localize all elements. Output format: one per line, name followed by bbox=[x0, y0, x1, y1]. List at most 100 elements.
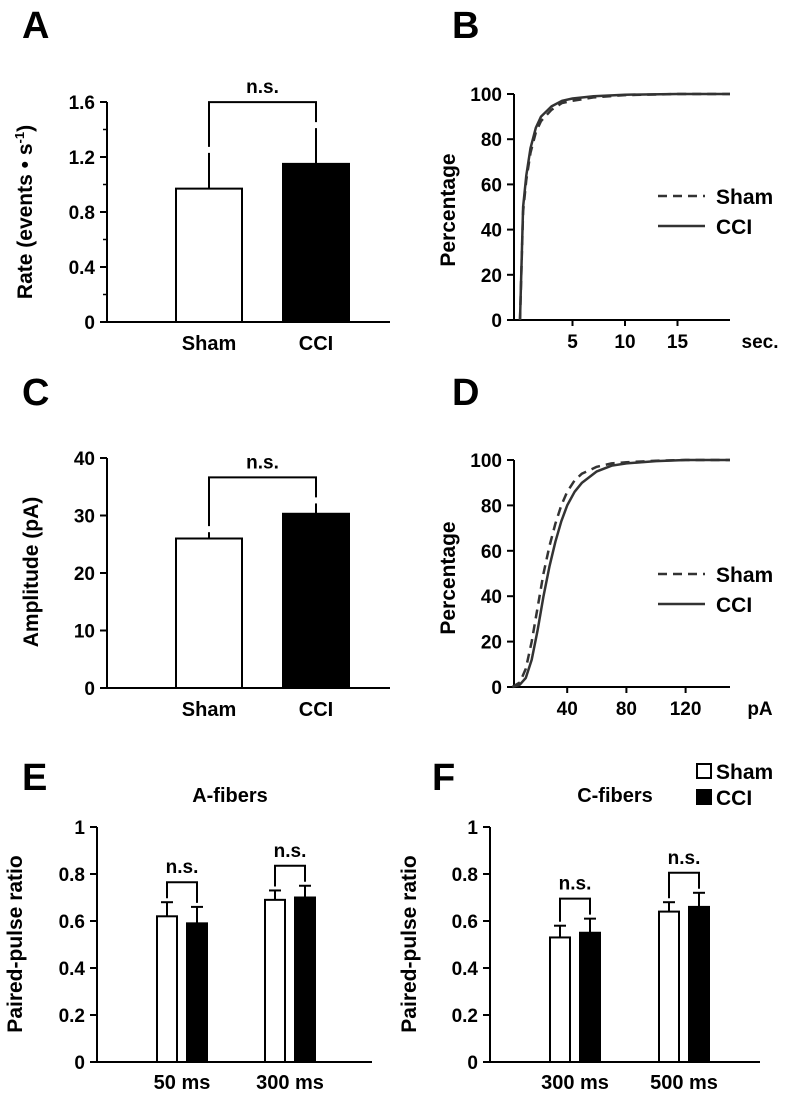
x-unit-label: sec. bbox=[742, 332, 779, 353]
legend-label: Sham bbox=[716, 186, 773, 209]
significance-bracket bbox=[559, 897, 591, 922]
panel-d-amplitude-cumulative-chart: 0 20 40 60 80 100 40 80 120 pA Sham CCI Percentage bbox=[437, 451, 773, 720]
bar-sham bbox=[156, 915, 178, 1063]
y-tick-label: 10 bbox=[74, 622, 95, 643]
panel-b-interval-cumulative-chart: 0 20 40 60 80 100 5 10 15 sec. Sham CCI Percentage bbox=[437, 85, 778, 353]
series-line-cci bbox=[512, 458, 730, 689]
panel-label-f: F bbox=[432, 757, 455, 799]
legend-swatch-cci bbox=[696, 789, 712, 805]
bar-cci bbox=[282, 512, 350, 690]
y-tick-label: 1.2 bbox=[69, 148, 95, 169]
significance-bracket bbox=[208, 476, 317, 527]
bar-sham bbox=[549, 936, 571, 1064]
y-tick-label: 1.6 bbox=[69, 93, 95, 114]
significance-bracket bbox=[208, 101, 317, 147]
y-tick-label: 0 bbox=[74, 1053, 85, 1074]
y-axis-label-close: ) bbox=[14, 125, 37, 132]
panel-c-amplitude-bar-chart: 0 10 20 30 40 Sham CCI n.s. Amplitude (pA) bbox=[20, 449, 390, 721]
x-category-label: 300 ms bbox=[541, 1072, 609, 1094]
panel-label-a: A bbox=[22, 5, 49, 47]
x-category-label: 50 ms bbox=[154, 1072, 211, 1094]
y-tick-label: 0 bbox=[491, 678, 502, 699]
y-tick-label: 0.4 bbox=[69, 258, 96, 279]
legend-label: Sham bbox=[716, 564, 773, 587]
y-axis-label: Percentage bbox=[437, 153, 460, 266]
y-tick-label: 30 bbox=[74, 507, 95, 528]
significance-bracket bbox=[166, 881, 198, 903]
y-tick-label: 0 bbox=[84, 679, 95, 700]
significance-label: n.s. bbox=[274, 841, 307, 862]
significance-label: n.s. bbox=[559, 874, 592, 895]
bar-sham bbox=[175, 187, 243, 323]
y-axis-label-main: Rate (events • s bbox=[14, 143, 37, 299]
panel-f-c-fibers-chart: 0 0.2 0.4 0.6 0.8 1 C-fibers n.s. 300 ms n.s. 500 … bbox=[398, 761, 773, 1094]
y-tick-label: 100 bbox=[470, 451, 502, 472]
y-tick-label: 40 bbox=[74, 449, 95, 470]
bar-sham bbox=[264, 898, 286, 1063]
x-tick-label: 40 bbox=[557, 699, 578, 720]
y-tick-label: 100 bbox=[470, 85, 502, 106]
x-category-label: Sham bbox=[182, 333, 236, 355]
y-tick-label: 0.2 bbox=[59, 1006, 85, 1027]
series-line-sham bbox=[511, 458, 730, 689]
bar-cci bbox=[186, 922, 208, 1063]
y-tick-label: 0.6 bbox=[59, 912, 85, 933]
y-tick-label: 20 bbox=[481, 633, 502, 654]
bar-cci bbox=[579, 931, 601, 1063]
y-tick-label: 0 bbox=[467, 1053, 478, 1074]
chart-title: A-fibers bbox=[192, 785, 268, 807]
y-tick-label: 40 bbox=[481, 587, 502, 608]
panel-a-rate-bar-chart: 0 0.4 0.8 1.2 1.6 Sham CCI n.s. Rate (events • s… bbox=[12, 77, 390, 355]
y-tick-label: 0.8 bbox=[452, 865, 478, 886]
y-tick-label: 20 bbox=[481, 266, 502, 287]
y-tick-label: 40 bbox=[481, 221, 502, 242]
legend-label: CCI bbox=[716, 216, 752, 239]
legend-swatch-sham bbox=[696, 763, 712, 779]
panel-e-a-fibers-chart: 0 0.2 0.4 0.6 0.8 1 A-fibers n.s. 50 ms n.s. 300 m… bbox=[4, 785, 372, 1094]
bar-cci bbox=[282, 162, 350, 323]
x-tick-label: 5 bbox=[567, 332, 578, 353]
y-axis-label: Paired-pulse ratio bbox=[398, 855, 421, 1032]
y-tick-label: 80 bbox=[481, 130, 502, 151]
significance-bracket bbox=[274, 864, 306, 887]
y-axis-label-superscript: -1 bbox=[12, 132, 27, 144]
panel-label-e: E bbox=[22, 757, 47, 799]
x-unit-label: pA bbox=[747, 699, 773, 720]
y-tick-label: 60 bbox=[481, 175, 502, 196]
y-tick-label: 0.4 bbox=[452, 959, 479, 980]
significance-label: n.s. bbox=[246, 77, 279, 98]
x-category-label: 500 ms bbox=[650, 1072, 718, 1094]
legend-label: Sham bbox=[716, 761, 773, 784]
significance-bracket bbox=[668, 871, 700, 899]
y-tick-label: 0 bbox=[84, 313, 95, 334]
panel-label-c: C bbox=[22, 372, 49, 414]
x-tick-label: 120 bbox=[670, 699, 702, 720]
significance-label: n.s. bbox=[166, 857, 199, 878]
y-axis-label: Percentage bbox=[437, 521, 460, 634]
x-category-label: CCI bbox=[299, 699, 333, 721]
series-line-sham bbox=[518, 92, 730, 321]
legend-label: CCI bbox=[716, 594, 752, 617]
y-tick-label: 0.8 bbox=[59, 865, 85, 886]
bar-sham bbox=[175, 537, 243, 689]
x-category-label: Sham bbox=[182, 699, 236, 721]
panel-label-b: B bbox=[452, 5, 479, 47]
y-tick-label: 0.8 bbox=[69, 203, 95, 224]
bar-cci bbox=[688, 905, 710, 1064]
significance-label: n.s. bbox=[668, 848, 701, 869]
y-axis-label: Amplitude (pA) bbox=[20, 497, 43, 647]
y-tick-label: 0.4 bbox=[59, 959, 86, 980]
chart-title: C-fibers bbox=[577, 785, 653, 807]
legend-label: CCI bbox=[716, 787, 752, 810]
bar-sham bbox=[658, 910, 680, 1063]
y-tick-label: 20 bbox=[74, 564, 95, 585]
series-line-cci bbox=[518, 92, 730, 321]
y-tick-label: 0 bbox=[491, 311, 502, 332]
x-tick-label: 10 bbox=[614, 332, 635, 353]
y-tick-label: 0.2 bbox=[452, 1006, 478, 1027]
y-axis-label: Paired-pulse ratio bbox=[4, 855, 27, 1032]
x-tick-label: 15 bbox=[667, 332, 689, 353]
panel-label-d: D bbox=[452, 372, 479, 414]
x-tick-label: 80 bbox=[616, 699, 637, 720]
